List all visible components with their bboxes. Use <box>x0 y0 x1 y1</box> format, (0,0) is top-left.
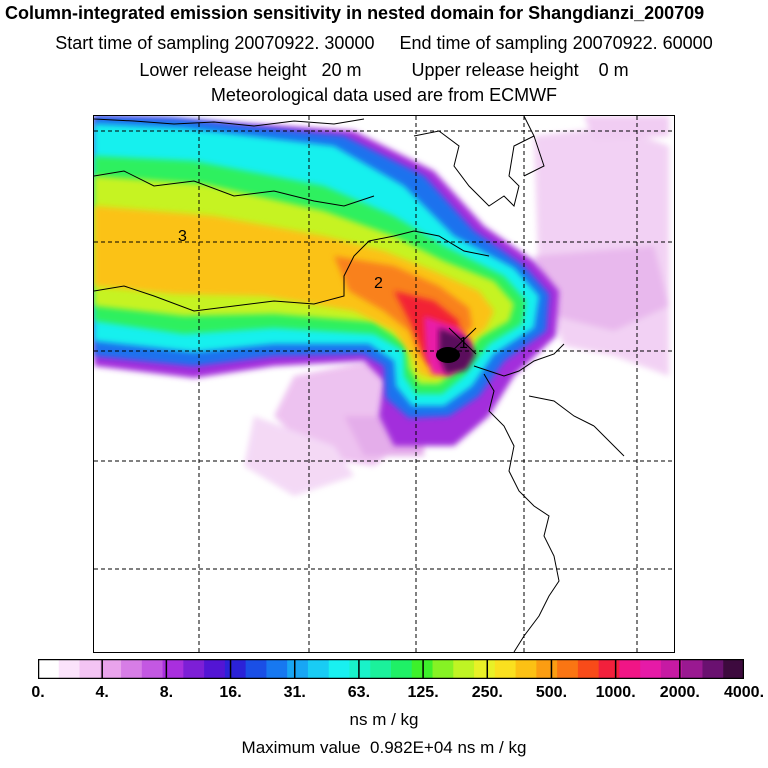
met-data-line: Meteorological data used are from ECMWF <box>210 85 558 105</box>
colorbar-swatch <box>702 659 724 679</box>
colorbar-ticks: 0. 4. 8. 16. 31. 63. 125. 250. 500. 1000. 2000. 400… <box>0 684 768 708</box>
colorbar-swatch <box>349 659 371 679</box>
map-canvas: 1 2 3 <box>94 116 674 652</box>
colorbar-swatch <box>494 659 517 679</box>
colorbar-tick-label: 4000. <box>723 684 765 701</box>
colorbar-swatch <box>38 659 60 679</box>
sensitivity-map: 1 2 3 <box>93 115 675 653</box>
colorbar-tick-label: 2000. <box>659 684 700 701</box>
plot-title: Column-integrated emission sensitivity i… <box>5 3 705 23</box>
colorbar-swatch <box>79 659 101 679</box>
receptor-station-marker <box>436 327 477 363</box>
colorbar-swatch <box>681 659 703 679</box>
colorbar-swatch <box>266 659 288 679</box>
colorbar-swatch <box>391 659 413 679</box>
colorbar-swatch <box>121 659 143 679</box>
colorbar-swatch <box>474 659 496 679</box>
colorbar-tick-label: 500. <box>535 684 568 701</box>
colorbar-units: ns m / kg <box>349 710 419 729</box>
colorbar-tick-label: 31. <box>283 684 306 701</box>
colorbar-swatch <box>723 659 744 679</box>
colorbar-tick-label: 0. <box>31 684 45 701</box>
colorbar-swatch <box>640 659 662 679</box>
colorbar-border <box>38 659 744 679</box>
colorbar-swatch <box>619 659 641 679</box>
release-height-line: Lower release height 20 m Upper release … <box>139 60 629 80</box>
colorbar-tick-label: 4. <box>95 684 109 701</box>
coastlines <box>94 116 625 652</box>
colorbar-tick-label: 8. <box>159 684 174 701</box>
maximum-value: Maximum value 0.982E+04 ns m / kg <box>241 738 527 757</box>
colorbar-tick-label: 250. <box>471 684 503 701</box>
colorbar-swatch <box>141 659 164 679</box>
label-3: 3 <box>178 228 187 245</box>
colorbar-swatch <box>453 659 475 679</box>
colorbar-swatch <box>58 659 81 679</box>
label-2: 2 <box>374 275 383 292</box>
sampling-time-line: Start time of sampling 20070922. 30000 E… <box>55 33 713 53</box>
colorbar-tick-label: 1000. <box>595 684 636 701</box>
colorbar-swatch <box>598 659 620 679</box>
colorbar <box>38 659 744 679</box>
colorbar-tick-label: 63. <box>347 684 371 701</box>
colorbar-swatch <box>224 659 247 679</box>
colorbar-swatch <box>577 659 600 679</box>
colorbar-swatch <box>432 659 454 679</box>
colorbar-swatch <box>100 659 122 679</box>
colorbar-swatch <box>245 659 267 679</box>
colorbar-swatch <box>660 659 683 679</box>
colorbar-swatch <box>557 659 579 679</box>
colorbar-swatch <box>162 659 184 679</box>
colorbar-swatch <box>204 659 226 679</box>
grid-lines <box>94 116 674 652</box>
colorbar-swatch <box>183 659 205 679</box>
colorbar-swatch <box>328 659 350 679</box>
colorbar-swatch <box>536 659 558 679</box>
colorbar-swatch <box>307 659 330 679</box>
colorbar-tick-label: 125. <box>407 684 439 701</box>
label-1: 1 <box>459 335 468 352</box>
colorbar-swatch <box>287 659 309 679</box>
plume-yellow <box>94 206 494 378</box>
colorbar-swatch <box>515 659 537 679</box>
colorbar-swatch <box>370 659 392 679</box>
colorbar-tick-label: 16. <box>219 684 242 701</box>
